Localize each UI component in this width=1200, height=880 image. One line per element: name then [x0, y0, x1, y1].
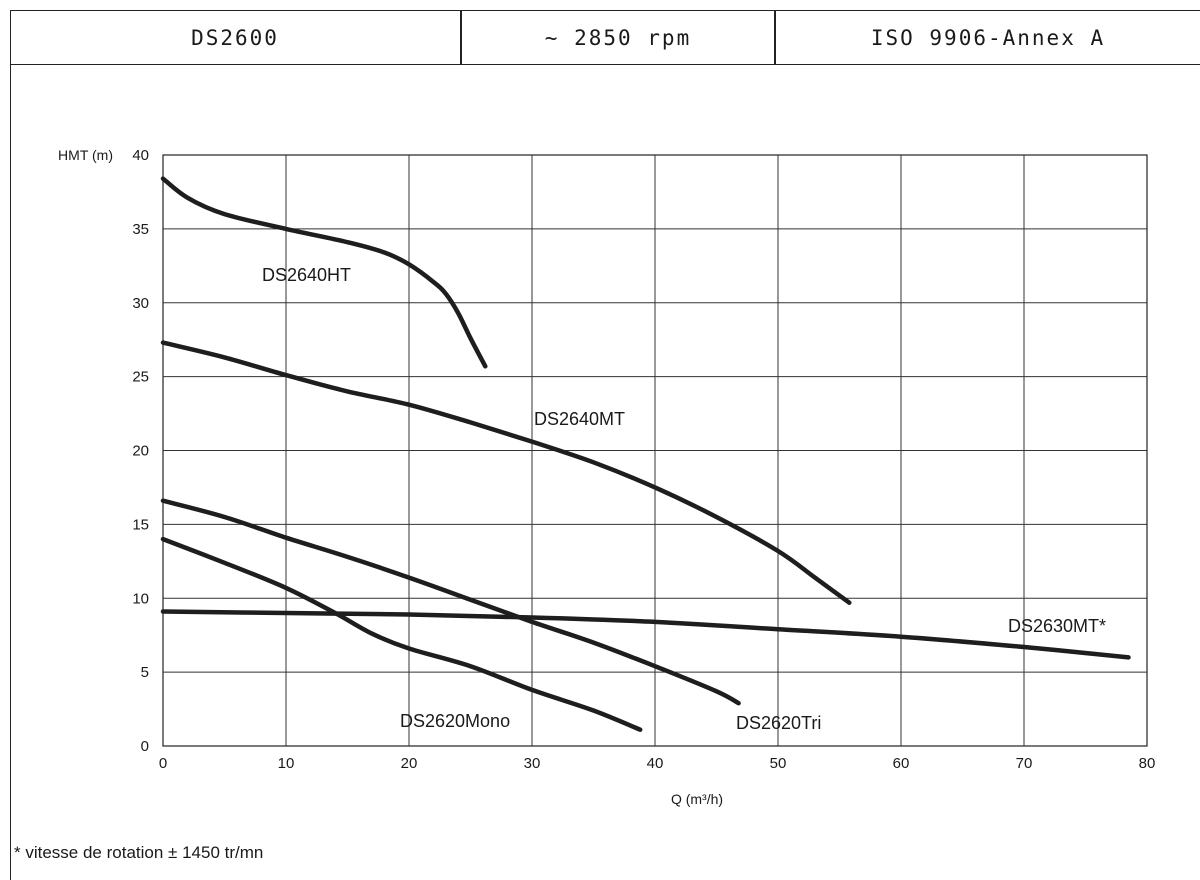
- header-divider: [774, 10, 776, 65]
- y-tick-label: 25: [132, 369, 149, 386]
- x-tick-label: 20: [401, 755, 418, 772]
- series-label: DS2620Tri: [736, 713, 821, 733]
- header-bar: DS2600 ~ 2850 rpm ISO 9906-Annex A: [10, 10, 1200, 65]
- y-tick-label: 15: [132, 516, 149, 533]
- series-label: DS2640MT: [534, 409, 625, 429]
- y-tick-label: 35: [132, 221, 149, 238]
- header-divider: [460, 10, 462, 65]
- series-line-ds2630mt: [160, 609, 1131, 660]
- x-axis-label: Q (m³/h): [671, 791, 723, 807]
- series-label: DS2630MT*: [1008, 616, 1106, 636]
- model-title: DS2600: [191, 25, 279, 50]
- x-tick-label: 70: [1016, 755, 1033, 772]
- x-tick-label: 80: [1139, 755, 1156, 772]
- footnote: * vitesse de rotation ± 1450 tr/mn: [14, 843, 264, 862]
- y-tick-label: 0: [141, 738, 149, 755]
- series-label: DS2640HT: [262, 265, 351, 285]
- series-line-ds2640mt: [160, 340, 852, 605]
- series-line-ds2620mono: [160, 536, 643, 732]
- y-tick-label: 30: [132, 295, 149, 312]
- x-tick-label: 30: [524, 755, 541, 772]
- y-tick-label: 10: [132, 590, 149, 607]
- x-tick-label: 40: [647, 755, 664, 772]
- y-axis-label: HMT (m): [58, 147, 113, 163]
- y-tick-label: 5: [141, 664, 149, 681]
- chart-frame: [10, 10, 1200, 880]
- x-tick-label: 10: [278, 755, 295, 772]
- speed-label: ~ 2850 rpm: [544, 25, 692, 50]
- series-label: DS2620Mono: [400, 711, 510, 731]
- y-tick-label: 40: [132, 147, 149, 164]
- series-line-ds2620tri: [160, 498, 741, 706]
- x-tick-label: 60: [893, 755, 910, 772]
- x-tick-label: 50: [770, 755, 787, 772]
- series-line-ds2640ht: [160, 176, 488, 369]
- y-tick-label: 20: [132, 443, 149, 460]
- standard-label: ISO 9906-Annex A: [870, 25, 1106, 50]
- x-tick-label: 0: [159, 755, 167, 772]
